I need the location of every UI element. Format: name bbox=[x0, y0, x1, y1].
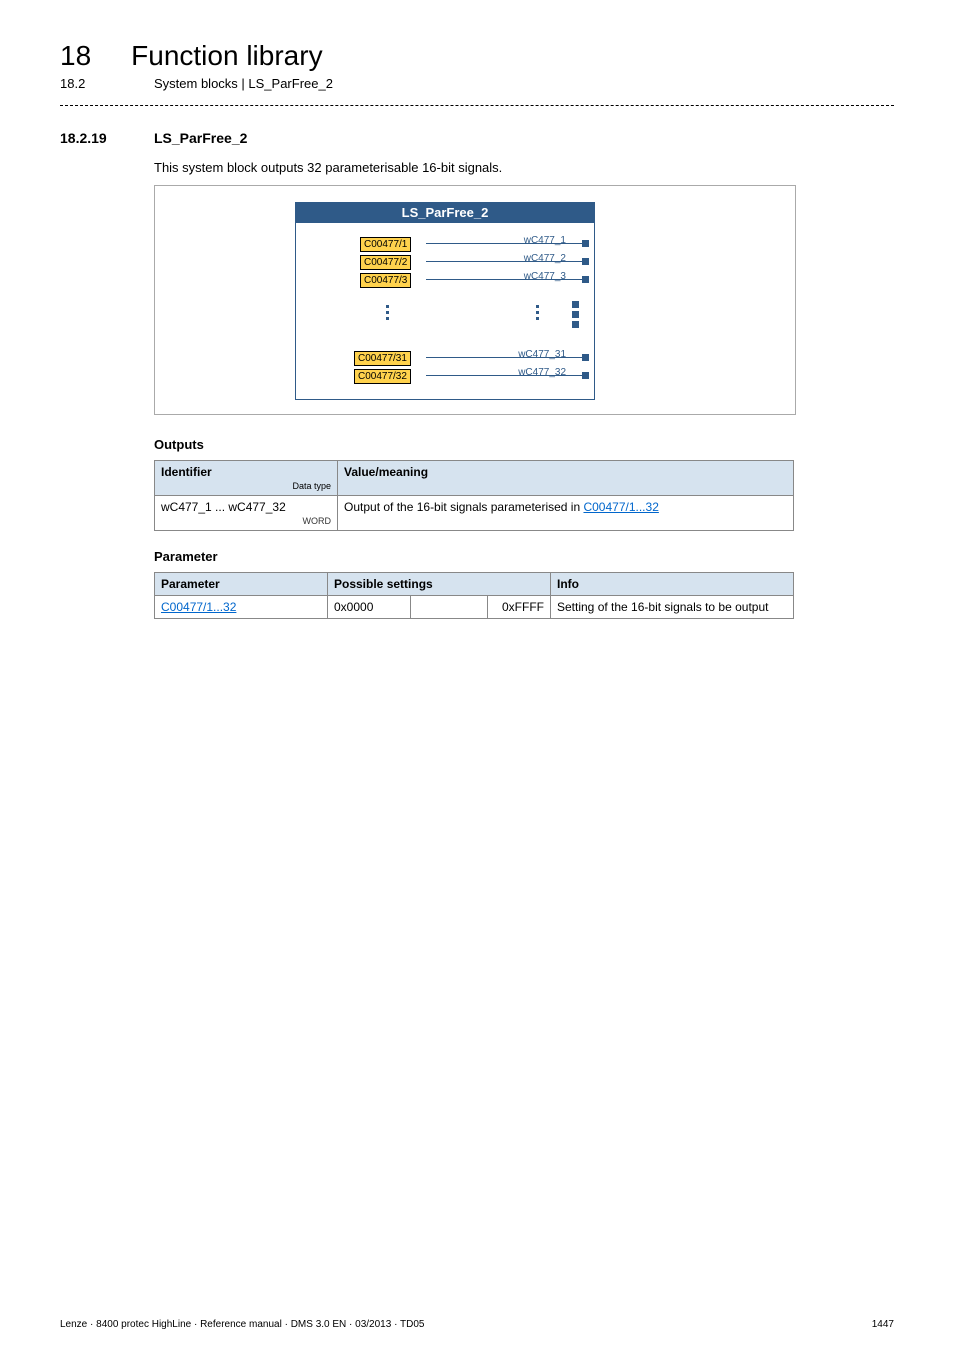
page-footer: Lenze · 8400 protec HighLine · Reference… bbox=[60, 1319, 894, 1330]
output-label: wC477_3 bbox=[476, 271, 566, 282]
parameter-heading: Parameter bbox=[154, 549, 894, 564]
output-port bbox=[582, 240, 589, 247]
output-port bbox=[582, 354, 589, 361]
subsection-title: LS_ParFree_2 bbox=[154, 130, 247, 146]
block-body: C00477/1 C00477/2 C00477/3 C00477/31 C00477/… bbox=[295, 223, 595, 400]
subsection-number: 18.2.19 bbox=[60, 130, 126, 146]
output-port bbox=[582, 258, 589, 265]
param-link[interactable]: C00477/1...32 bbox=[583, 500, 658, 514]
info-text: Setting of the 16-bit signals to be outp… bbox=[551, 596, 794, 619]
block-title: LS_ParFree_2 bbox=[295, 202, 595, 223]
chapter-header: 18 Function library bbox=[60, 40, 894, 72]
param-box: C00477/3 bbox=[360, 273, 411, 288]
col-possible-settings: Possible settings bbox=[328, 573, 551, 596]
output-label: wC477_31 bbox=[476, 349, 566, 360]
separator bbox=[60, 105, 894, 106]
footer-page-number: 1447 bbox=[872, 1319, 894, 1330]
chapter-number: 18 bbox=[60, 40, 91, 72]
section-title: System blocks | LS_ParFree_2 bbox=[154, 76, 333, 91]
setting-max: 0xFFFF bbox=[488, 596, 550, 618]
table-row: wC477_1 ... wC477_32 WORD Output of the … bbox=[155, 496, 794, 531]
param-box: C00477/2 bbox=[360, 255, 411, 270]
output-label: wC477_1 bbox=[476, 235, 566, 246]
ellipsis-icon bbox=[536, 305, 539, 320]
parameter-table: Parameter Possible settings Info C00477/… bbox=[154, 572, 794, 619]
col-info: Info bbox=[551, 573, 794, 596]
block-diagram: LS_ParFree_2 C00477/1C00477/2C00477/3C00… bbox=[154, 185, 796, 415]
output-port bbox=[572, 321, 579, 328]
outputs-heading: Outputs bbox=[154, 437, 894, 452]
identifier-value: wC477_1 ... wC477_32 bbox=[161, 500, 286, 514]
footer-left: Lenze · 8400 protec HighLine · Reference… bbox=[60, 1319, 424, 1330]
setting-mid bbox=[411, 596, 488, 618]
col-value: Value/meaning bbox=[338, 461, 794, 496]
output-label: wC477_2 bbox=[476, 253, 566, 264]
chapter-title: Function library bbox=[131, 40, 322, 72]
intro-text: This system block outputs 32 parameteris… bbox=[154, 160, 894, 175]
param-code-link[interactable]: C00477/1...32 bbox=[161, 600, 236, 614]
subsection-heading: 18.2.19 LS_ParFree_2 bbox=[60, 130, 894, 146]
ellipsis-icon bbox=[386, 305, 389, 320]
output-label: wC477_32 bbox=[476, 367, 566, 378]
datatype-value: WORD bbox=[161, 516, 331, 526]
param-box: C00477/32 bbox=[354, 369, 411, 384]
output-port bbox=[582, 372, 589, 379]
section-subheader: 18.2 System blocks | LS_ParFree_2 bbox=[60, 76, 894, 91]
output-port bbox=[572, 311, 579, 318]
section-number: 18.2 bbox=[60, 76, 114, 91]
param-box: C00477/1 bbox=[360, 237, 411, 252]
outputs-table: Identifier Data type Value/meaning wC477… bbox=[154, 460, 794, 531]
param-box: C00477/31 bbox=[354, 351, 411, 366]
value-text: Output of the 16-bit signals parameteris… bbox=[344, 500, 583, 514]
col-identifier: Identifier Data type bbox=[155, 461, 338, 496]
table-row: C00477/1...32 0x0000 0xFFFF Setting of t… bbox=[155, 596, 794, 619]
col-parameter: Parameter bbox=[155, 573, 328, 596]
output-port bbox=[572, 301, 579, 308]
setting-min: 0x0000 bbox=[328, 596, 411, 618]
output-port bbox=[582, 276, 589, 283]
